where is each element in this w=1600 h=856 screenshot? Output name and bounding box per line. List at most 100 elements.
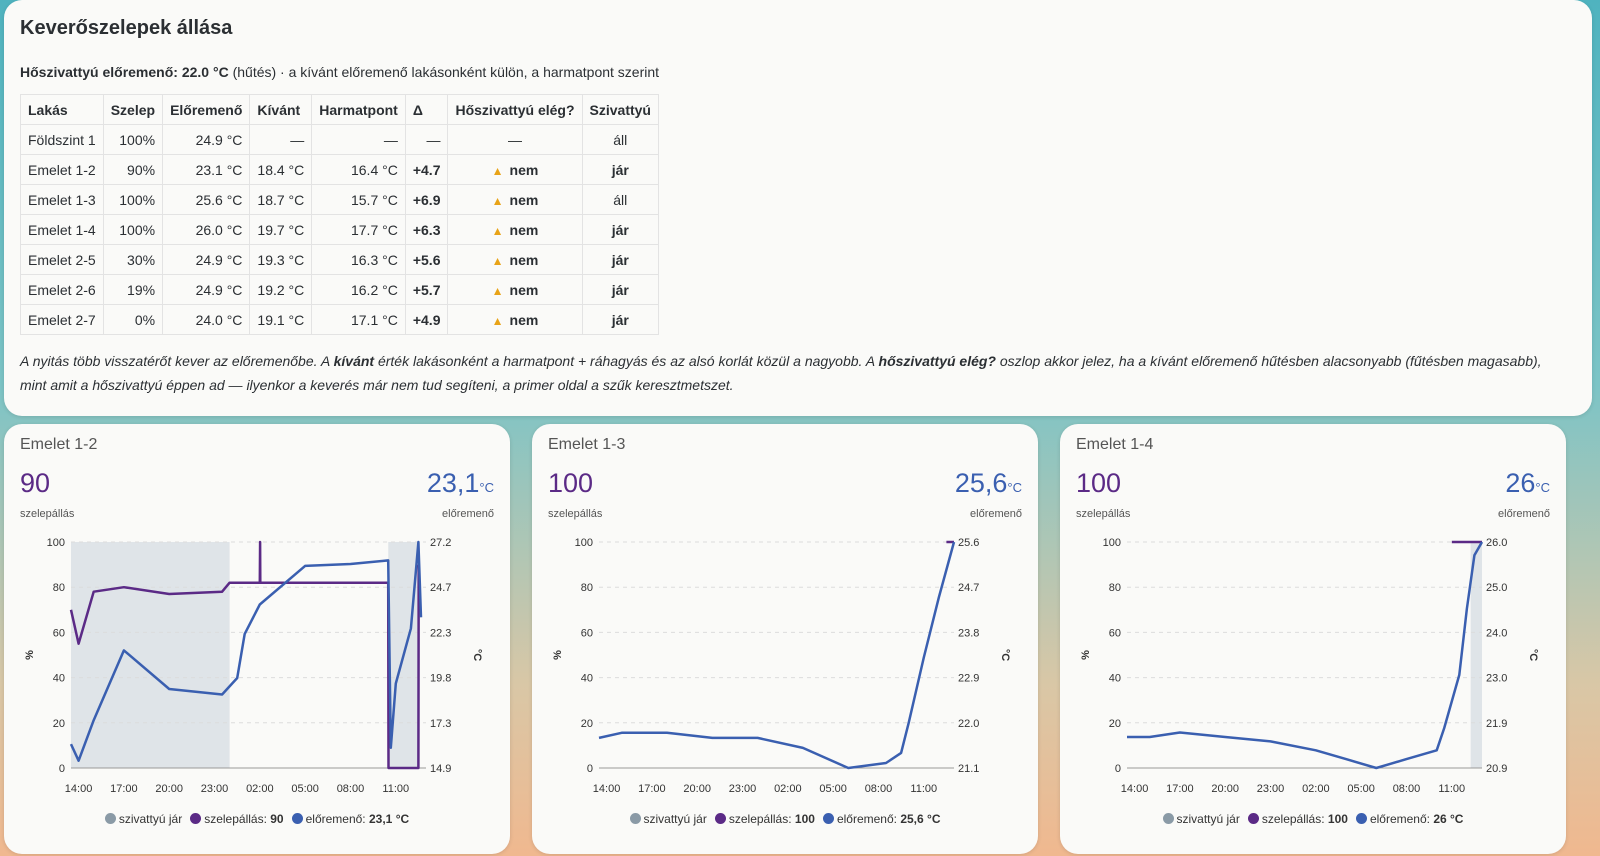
y-left-tick-label: 100 [575,537,593,549]
x-tick-label: 17:00 [638,783,666,795]
table-row: Emelet 1-3 100% 25.6 °C 18.7 °C 15.7 °C +6.9 ▲… [20,184,659,215]
y-right-tick-label: 25.6 [958,537,979,549]
legend-item-pump[interactable]: szivattyú jár [1162,812,1240,826]
legend-item-flow[interactable]: előremenő: 23,1 °C [291,812,409,826]
table-row: Emelet 2-6 19% 24.9 °C 19.2 °C 16.2 °C +5.7 ▲ n… [20,274,659,305]
warning-icon: ▲ [491,313,504,328]
x-tick-label: 02:00 [774,783,802,795]
table-cell: 18.7 °C [249,184,313,215]
sufficient-value: nem [509,281,539,298]
y-right-tick-label: 22.0 [958,718,979,730]
x-tick-label: 11:00 [1438,783,1465,795]
heatpump-mode: (hűtés) [232,64,277,80]
x-tick-label: 05:00 [819,783,847,795]
legend-item-flow[interactable]: előremenő: 25,6 °C [822,812,941,826]
sufficient-value: nem [509,161,539,178]
legend-label: szivattyú jár [1176,812,1240,826]
col-header: Δ [404,94,449,125]
y-left-tick-label: 60 [1109,627,1121,639]
valve-position-label: szelepállás [20,508,75,520]
y-right-tick-label: 20.9 [1486,763,1507,775]
note-text: érték lakásonként a harmatpont + ráhagyá… [374,353,879,369]
legend-item-flow[interactable]: előremenő: 26 °C [1355,812,1463,826]
table-cell: +4.9 [404,304,449,335]
legend-item-pump[interactable]: szivattyú jár [629,812,707,826]
y-right-tick-label: 27.2 [430,537,451,549]
table-row: Emelet 1-2 90% 23.1 °C 18.4 °C 16.4 °C +4.7 ▲ n… [20,154,659,185]
table-cell: 17.7 °C [311,214,406,245]
page-title: Keverőszelepek állása [20,17,233,39]
y-left-tick-label: 0 [587,763,593,775]
col-header: Kívánt [249,94,313,125]
table-cell: 16.3 °C [311,244,406,275]
table-cell: +6.3 [404,214,449,245]
y-left-tick-label: 40 [53,673,65,685]
x-tick-label: 05:00 [1347,783,1375,795]
x-tick-label: 20:00 [155,783,183,795]
line-chart: 100 27.2 80 24.7 60 22.3 40 19.8 20 17.3 0 14.9% °C 1… [24,537,483,795]
flow-temperature-value: 23,1°C [427,468,494,499]
table-cell: +6.9 [404,184,449,215]
x-tick-label: 23:00 [729,783,757,795]
flow-temperature-label: előremenő [970,508,1022,520]
y-left-tick-label: 100 [1103,537,1121,549]
legend-item-pump[interactable]: szivattyú jár [104,812,183,826]
legend-value: 25,6 °C [900,812,941,826]
flow-temperature-label: előremenő [1498,508,1550,520]
chart-card-title: Emelet 1-3 [548,436,626,453]
table-cell: Emelet 2-5 [20,244,104,275]
sufficient-value: nem [509,311,539,328]
table-cell: 24.9 °C [162,274,251,305]
table-cell: 19.3 °C [249,244,313,275]
sufficient-value: nem [509,251,539,268]
heatpump-rest: · a kívánt előremenő lakásonként külön, … [280,64,660,80]
valve-position-value: 90 [20,468,51,498]
col-header: Előremenő [162,94,251,125]
legend-value: 100 [794,812,815,826]
col-header: Szelep [102,94,164,125]
explanation-note: A nyitás több visszatérőt kever az előre… [20,349,1570,397]
y-left-tick-label: 20 [53,718,65,730]
y-left-tick-label: 20 [581,718,593,730]
legend-item-valve[interactable]: szelepállás: 90 [190,812,284,826]
legend-label: szelepállás: [204,812,267,826]
y-right-tick-label: 24.0 [1486,627,1507,639]
flow-temperature-series [1127,541,1484,770]
table-cell: ▲ nem [447,184,583,215]
line-chart: 100 25.6 80 24.7 60 23.8 40 22.9 20 22.0 0 21.1% °C 1… [552,537,1011,795]
legend-item-valve[interactable]: szelepállás: 100 [714,812,815,826]
chart-card: Emelet 1-4 100 szelepállás 26°C előremenő szi… [1060,424,1566,854]
x-tick-label: 08:00 [1393,783,1421,795]
x-tick-label: 14:00 [65,783,93,795]
legend-label: szivattyú jár [118,812,183,826]
legend-item-valve[interactable]: szelepállás: 100 [1247,812,1348,826]
table-cell: 100% [102,214,164,245]
table-cell: 19.2 °C [249,274,313,305]
x-tick-label: 17:00 [1166,783,1194,795]
flow-temperature-label: előremenő [442,508,494,520]
table-cell: jár [581,244,659,275]
y-right-tick-label: 22.9 [958,673,979,685]
chart-card-title: Emelet 1-2 [20,436,98,453]
col-header: Lakás [20,94,104,125]
flow-temperature-value: 26°C [1505,468,1550,499]
table-cell: 100% [102,184,164,215]
table-cell: +5.7 [404,274,449,305]
sufficient-value: nem [509,191,539,208]
table-cell: áll [581,184,659,215]
table-cell: 23.1 °C [162,154,251,185]
flow-temp-number: 25,6 [954,468,1008,498]
y-right-tick-label: 24.7 [958,582,979,594]
x-tick-label: 08:00 [337,783,365,795]
valve-position-value: 100 [1076,468,1122,498]
table-cell: 19% [102,274,164,305]
table-cell: jár [581,304,659,335]
table-cell: jár [581,274,659,305]
y-left-tick-label: 0 [59,763,65,775]
x-tick-label: 05:00 [291,783,319,795]
y-left-tick-label: 0 [1115,763,1121,775]
flow-temperature-series [69,540,423,762]
flow-temperature-value: 25,6°C [955,468,1022,499]
col-header: Hőszivattyú elég? [447,94,583,125]
y-left-tick-label: 40 [1109,673,1121,685]
